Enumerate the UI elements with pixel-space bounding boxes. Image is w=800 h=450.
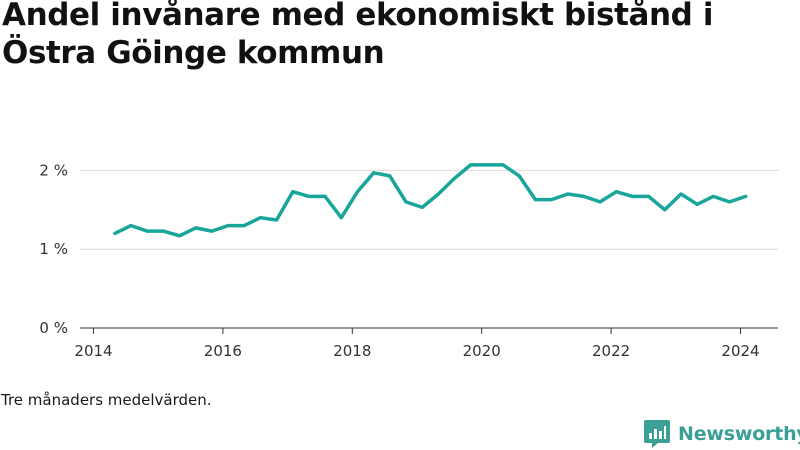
x-tick-label: 2016 — [204, 342, 242, 360]
data-point — [372, 171, 376, 175]
data-point — [711, 194, 715, 198]
data-point — [598, 200, 602, 204]
x-axis-ticks: 2014 2016 2018 2020 2022 2024 — [74, 328, 760, 360]
data-point — [728, 200, 732, 204]
gridlines — [80, 169, 778, 250]
data-point — [242, 224, 246, 228]
x-tick-label: 2024 — [721, 342, 759, 360]
data-point — [161, 229, 165, 233]
data-point — [307, 194, 311, 198]
data-point — [614, 190, 618, 194]
data-point — [226, 224, 230, 228]
data-point — [388, 174, 392, 178]
series-line — [113, 163, 748, 238]
data-point — [630, 194, 634, 198]
data-point — [178, 234, 182, 238]
chart-footnote: Tre månaders medelvärden. — [1, 391, 212, 409]
data-point — [420, 205, 424, 209]
data-point — [436, 192, 440, 196]
data-point — [679, 192, 683, 196]
data-point — [566, 192, 570, 196]
x-tick-label: 2014 — [74, 342, 112, 360]
data-point — [517, 174, 521, 178]
data-point — [453, 176, 457, 180]
x-tick-label: 2020 — [463, 342, 501, 360]
y-tick-label: 1 % — [39, 240, 68, 258]
data-point — [533, 198, 537, 202]
data-point — [323, 194, 327, 198]
data-point — [695, 202, 699, 206]
data-point — [582, 194, 586, 198]
brand-logo[interactable]: Newsworthy — [644, 420, 800, 448]
y-tick-label: 2 % — [39, 161, 68, 179]
y-axis-ticks: 0 % 1 % 2 % — [39, 161, 68, 337]
data-point — [663, 208, 667, 212]
x-tick-label: 2018 — [333, 342, 371, 360]
data-point — [258, 216, 262, 220]
data-point — [339, 216, 343, 220]
data-point — [275, 218, 279, 222]
data-point — [647, 194, 651, 198]
data-point — [404, 200, 408, 204]
data-point — [501, 163, 505, 167]
chart-title: Andel invånare med ekonomiskt bistånd i … — [2, 0, 714, 71]
newsworthy-logo-icon — [644, 420, 670, 448]
y-tick-label: 0 % — [39, 319, 68, 337]
data-point — [194, 226, 198, 230]
x-tick-label: 2022 — [592, 342, 630, 360]
data-point — [210, 229, 214, 233]
data-point — [113, 231, 117, 235]
data-point — [485, 163, 489, 167]
data-point — [291, 190, 295, 194]
data-point — [129, 224, 133, 228]
data-point — [145, 229, 149, 233]
data-series — [113, 163, 748, 238]
data-point — [469, 163, 473, 167]
data-point — [744, 194, 748, 198]
data-point — [355, 190, 359, 194]
data-point — [550, 198, 554, 202]
brand-name: Newsworthy — [678, 423, 800, 445]
